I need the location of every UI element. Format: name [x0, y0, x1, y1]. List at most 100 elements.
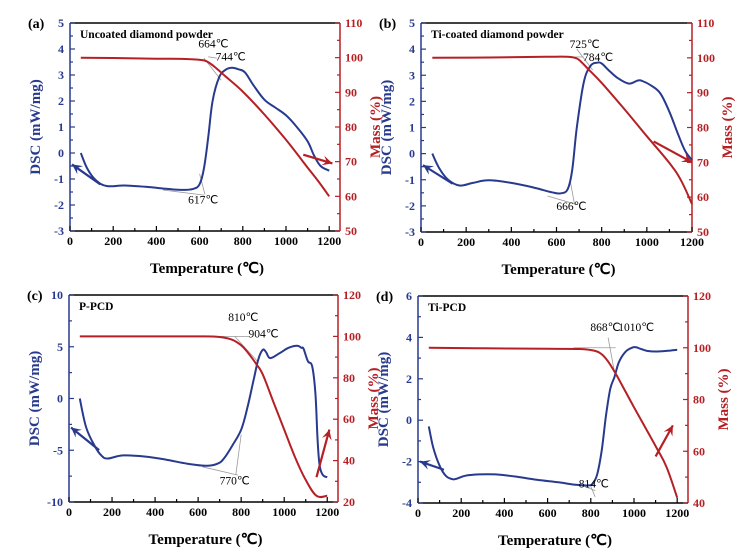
sample-title: Ti-coated diamond powder — [431, 29, 564, 41]
y-tick-label: 3 — [58, 68, 64, 82]
y2-tick-label: 110 — [697, 16, 714, 30]
y2-tick-label: 100 — [343, 329, 361, 343]
temperature-annotation: 725℃ — [570, 39, 600, 51]
y-tick-label: 4 — [409, 42, 415, 56]
y-tick-label: 0 — [409, 147, 415, 161]
mass-axis-arrow-head — [680, 153, 692, 163]
y-tick-label: -4 — [402, 496, 412, 510]
x-tick-label: 200 — [103, 505, 121, 519]
x-tick-label: 1000 — [272, 505, 296, 519]
y2-tick-label: 80 — [697, 121, 709, 135]
x-tick-label: 600 — [548, 235, 566, 249]
y-tick-label: 2 — [409, 94, 415, 108]
tangent-guide-line — [208, 56, 217, 59]
y-tick-label: 1 — [58, 120, 64, 134]
x-tick-label: 0 — [66, 505, 72, 519]
temperature-annotation: 814℃ — [579, 478, 609, 490]
mass-axis-arrow-shaft — [315, 429, 331, 478]
x-tick-label: 1000 — [274, 234, 298, 248]
mass-axis-arrow-shaft — [653, 140, 693, 164]
y2-tick-label: 40 — [693, 496, 705, 510]
series-dsc-line — [78, 344, 328, 479]
series-dsc-line — [431, 61, 693, 195]
y-axis-title: DSC (mW/mg) — [376, 352, 392, 447]
chart-panel-b: 0 200 400 600 800 1000 1200 -3 -2 -1 0 1 2 3 4 5 50 60 70 8… — [379, 16, 736, 278]
y2-axis-title: Mass (%) — [720, 96, 736, 158]
y2-tick-label: 60 — [345, 189, 357, 203]
y2-tick-label: 80 — [343, 371, 355, 385]
temperature-annotation: 664℃ — [198, 39, 228, 51]
temperature-annotation: 810℃ — [228, 312, 258, 324]
panel-label: (a) — [28, 17, 45, 32]
x-tick-label: 800 — [234, 234, 252, 248]
sample-title: Ti-PCD — [428, 302, 466, 314]
temperature-annotation: 1010℃ — [618, 322, 654, 334]
y2-tick-label: 100 — [697, 51, 715, 65]
x-tick-label: 0 — [418, 235, 424, 249]
y2-tick-label: 70 — [345, 155, 357, 169]
x-tick-label: 200 — [457, 235, 475, 249]
y2-tick-label: 100 — [345, 51, 363, 65]
y2-tick-label: 80 — [345, 120, 357, 134]
y2-tick-label: 110 — [345, 16, 362, 30]
y-axis-title: DSC (mW/mg) — [27, 351, 43, 446]
series-dsc-line — [79, 66, 330, 191]
tangent-guide-line — [162, 189, 204, 196]
y-tick-label: 5 — [58, 16, 64, 30]
x-tick-label: 1200 — [680, 235, 704, 249]
x-axis-title: Temperature (℃) — [149, 532, 263, 548]
temperature-annotation: 744℃ — [216, 52, 246, 64]
mass-axis-arrow-head — [663, 425, 673, 437]
x-tick-label: 800 — [582, 506, 600, 520]
temperature-annotation: 666℃ — [556, 201, 586, 213]
chart-panel-c: 0 200 400 600 800 1000 1200 -10 -5 0 5 10 20 40 60 80 10… — [27, 288, 382, 548]
x-tick-label: 1200 — [317, 234, 341, 248]
y-tick-label: 10 — [51, 288, 63, 302]
y-tick-label: 3 — [409, 68, 415, 82]
y-tick-label: -10 — [47, 495, 63, 509]
y2-tick-label: 20 — [343, 495, 355, 509]
y-tick-label: 4 — [406, 330, 412, 344]
y2-tick-label: 100 — [693, 341, 711, 355]
y2-axis-title: Mass (%) — [716, 368, 732, 430]
y-tick-label: -1 — [54, 172, 64, 186]
x-tick-label: 0 — [67, 234, 73, 248]
panel-label: (b) — [379, 17, 396, 32]
y-tick-label: 2 — [58, 94, 64, 108]
x-tick-label: 1200 — [315, 505, 339, 519]
y-tick-label: 0 — [58, 146, 64, 160]
y2-tick-label: 50 — [697, 225, 709, 239]
y-tick-label: 5 — [57, 340, 63, 354]
y-tick-label: 0 — [406, 413, 412, 427]
dsc-axis-arrow-head — [420, 460, 432, 470]
temperature-annotation: 617℃ — [188, 195, 218, 207]
x-tick-label: 800 — [593, 235, 611, 249]
series-mass-line — [428, 346, 679, 499]
tangent-guide-line — [199, 173, 206, 195]
chart-panel-a: 0 200 400 600 800 1000 1200 -3 -2 -1 0 1 2 3 4 5 50 60 70 8… — [28, 16, 384, 277]
y-tick-label: -3 — [405, 225, 415, 239]
x-tick-label: 400 — [502, 235, 520, 249]
y2-axis-title: Mass (%) — [368, 96, 384, 158]
x-tick-label: 800 — [232, 505, 250, 519]
y2-tick-label: 60 — [343, 412, 355, 426]
mass-axis-arrow-head — [321, 429, 332, 441]
x-axis-title: Temperature (℃) — [498, 533, 612, 549]
tangent-guide-line — [569, 179, 575, 205]
x-tick-label: 400 — [495, 506, 513, 520]
x-tick-label: 600 — [191, 234, 209, 248]
y-tick-label: -3 — [54, 224, 64, 238]
series-mass-line — [80, 56, 331, 197]
x-tick-label: 600 — [539, 506, 557, 520]
y2-axis-title: Mass (%) — [366, 367, 382, 429]
panel-label: (d) — [376, 290, 393, 305]
x-tick-label: 1000 — [622, 506, 646, 520]
x-tick-label: 400 — [146, 505, 164, 519]
tangent-guide-line — [202, 466, 239, 476]
dsc-axis-arrow-head — [72, 164, 84, 175]
y2-tick-label: 90 — [697, 86, 709, 100]
y-tick-label: 0 — [57, 392, 63, 406]
temperature-annotation: 770℃ — [220, 475, 250, 487]
chart-panel-d: 0 200 400 600 800 1000 1200 -4 -2 0 2 4 6 40 60 80 100 12… — [376, 289, 732, 549]
